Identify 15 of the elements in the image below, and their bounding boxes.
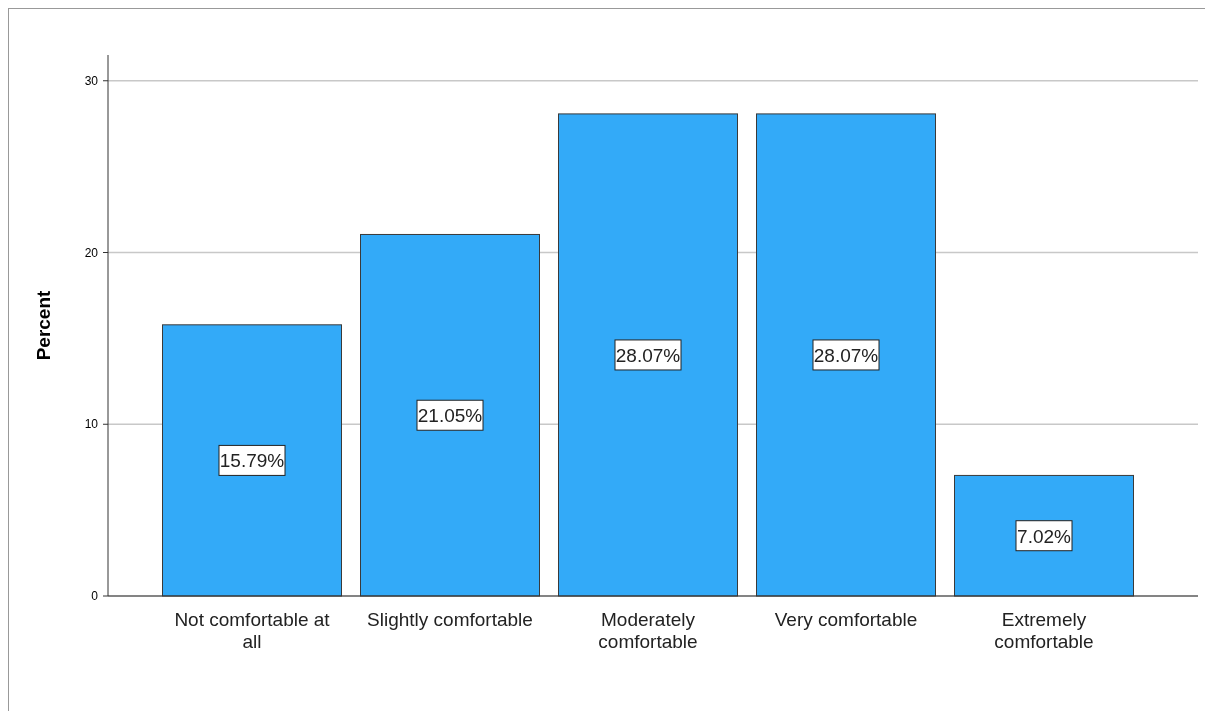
y-tick-label: 30: [84, 73, 99, 88]
x-tick-label: Extremely comfortable: [994, 609, 1094, 652]
x-tick-label: Not comfortable at all: [174, 609, 331, 652]
x-tick-label: Moderately comfortable: [598, 609, 698, 652]
y-tick-label: 20: [84, 245, 99, 260]
x-tick-label: Very comfortable: [774, 609, 918, 630]
y-axis-title: Percent: [33, 289, 54, 361]
data-label: 21.05%: [417, 405, 483, 427]
y-tick-label: 10: [84, 417, 99, 432]
data-label: 28.07%: [615, 344, 681, 366]
x-tick-label: Slightly comfortable: [367, 609, 533, 630]
data-label: 15.79%: [219, 450, 285, 472]
data-label: 7.02%: [1017, 525, 1072, 547]
y-tick-label: 0: [91, 589, 99, 603]
data-label: 28.07%: [813, 344, 879, 366]
